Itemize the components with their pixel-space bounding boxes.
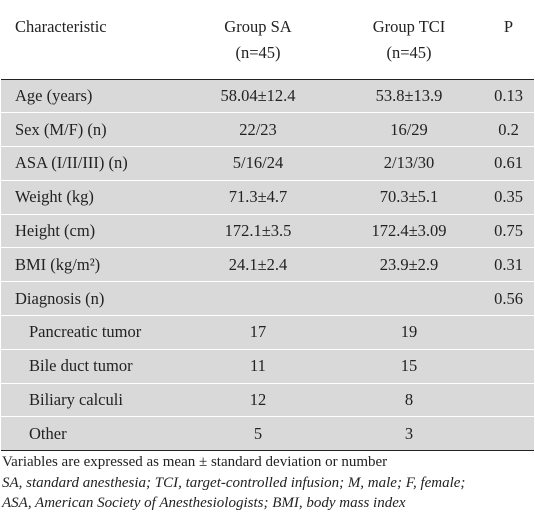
row-value-sa: 172.1±3.5: [181, 213, 335, 248]
header-group-tci-n: (n=45): [386, 43, 432, 62]
table-row: Diagnosis (n) 0.56: [1, 281, 534, 316]
header-group-sa-n: (n=45): [235, 43, 281, 62]
row-value-p: [483, 382, 534, 417]
header-group-tci: Group TCI (n=45): [335, 0, 483, 80]
row-value-tci: 53.8±13.9: [335, 78, 483, 113]
footnote-line-1: Variables are expressed as mean ± standa…: [2, 454, 388, 470]
row-label: Weight (kg): [1, 179, 181, 215]
row-label: BMI (kg/m²): [1, 247, 181, 282]
row-value-sa: 24.1±2.4: [181, 247, 335, 282]
table-row: Weight (kg) 71.3±4.7 70.3±5.1 0.35: [1, 179, 534, 215]
row-label: Pancreatic tumor: [1, 315, 181, 350]
row-value-sa: 11: [181, 348, 335, 384]
row-value-p: 0.75: [483, 213, 534, 248]
row-value-sa: [181, 281, 335, 316]
header-group-sa-label: Group SA: [224, 17, 292, 36]
row-label: ASA (I/II/III) (n): [1, 146, 181, 181]
header-group-sa: Group SA (n=45): [181, 0, 335, 80]
row-value-p: 0.13: [483, 78, 534, 113]
table-row: ASA (I/II/III) (n) 5/16/24 2/13/30 0.61: [1, 146, 534, 181]
footnote-abbreviations-1: SA, standard anesthesia; TCI, target-con…: [2, 474, 466, 491]
row-label: Sex (M/F) (n): [1, 112, 181, 147]
row-label: Other: [1, 416, 181, 452]
row-label: Age (years): [1, 78, 181, 113]
row-value-p: [483, 348, 534, 384]
row-value-tci: 172.4±3.09: [335, 213, 483, 248]
table-footnote: Variables are expressed as mean ± standa…: [2, 452, 533, 514]
row-label: Bile duct tumor: [1, 348, 181, 384]
row-value-tci: 70.3±5.1: [335, 179, 483, 215]
table-row: Sex (M/F) (n) 22/23 16/29 0.2: [1, 112, 534, 147]
header-group-tci-label: Group TCI: [372, 17, 446, 36]
row-value-p: [483, 315, 534, 350]
footnote-abbreviations-2: ASA, American Society of Anesthesiologis…: [2, 495, 406, 511]
row-value-tci: 15: [335, 348, 483, 384]
table-row: Age (years) 58.04±12.4 53.8±13.9 0.13: [1, 78, 534, 113]
table-row: Height (cm) 172.1±3.5 172.4±3.09 0.75: [1, 213, 534, 248]
row-value-sa: 12: [181, 382, 335, 417]
row-label: Diagnosis (n): [1, 281, 181, 316]
row-value-p: [483, 416, 534, 452]
row-label: Biliary calculi: [1, 382, 181, 417]
header-characteristic: Characteristic: [1, 0, 181, 80]
row-value-sa: 17: [181, 315, 335, 350]
table-row: Biliary calculi 12 8: [1, 382, 534, 417]
characteristics-table: Characteristic Group SA (n=45) Group TCI…: [1, 0, 534, 452]
row-value-p: 0.35: [483, 179, 534, 215]
table-row: Pancreatic tumor 17 19: [1, 315, 534, 350]
row-value-tci: 16/29: [335, 112, 483, 147]
row-value-tci: 8: [335, 382, 483, 417]
row-value-tci: [335, 281, 483, 316]
row-value-sa: 58.04±12.4: [181, 78, 335, 113]
row-value-p: 0.56: [483, 281, 534, 316]
row-value-tci: 19: [335, 315, 483, 350]
table-header-row: Characteristic Group SA (n=45) Group TCI…: [1, 0, 534, 80]
header-p-value: P: [483, 0, 534, 80]
row-value-sa: 71.3±4.7: [181, 179, 335, 215]
row-value-sa: 22/23: [181, 112, 335, 147]
row-value-tci: 23.9±2.9: [335, 247, 483, 282]
table-row: Other 5 3: [1, 416, 534, 452]
table-row: Bile duct tumor 11 15: [1, 348, 534, 384]
row-value-sa: 5: [181, 416, 335, 452]
row-value-sa: 5/16/24: [181, 146, 335, 181]
row-value-tci: 3: [335, 416, 483, 452]
row-value-tci: 2/13/30: [335, 146, 483, 181]
row-value-p: 0.2: [483, 112, 534, 147]
row-label: Height (cm): [1, 213, 181, 248]
row-value-p: 0.61: [483, 146, 534, 181]
table-row: BMI (kg/m²) 24.1±2.4 23.9±2.9 0.31: [1, 247, 534, 282]
row-value-p: 0.31: [483, 247, 534, 282]
